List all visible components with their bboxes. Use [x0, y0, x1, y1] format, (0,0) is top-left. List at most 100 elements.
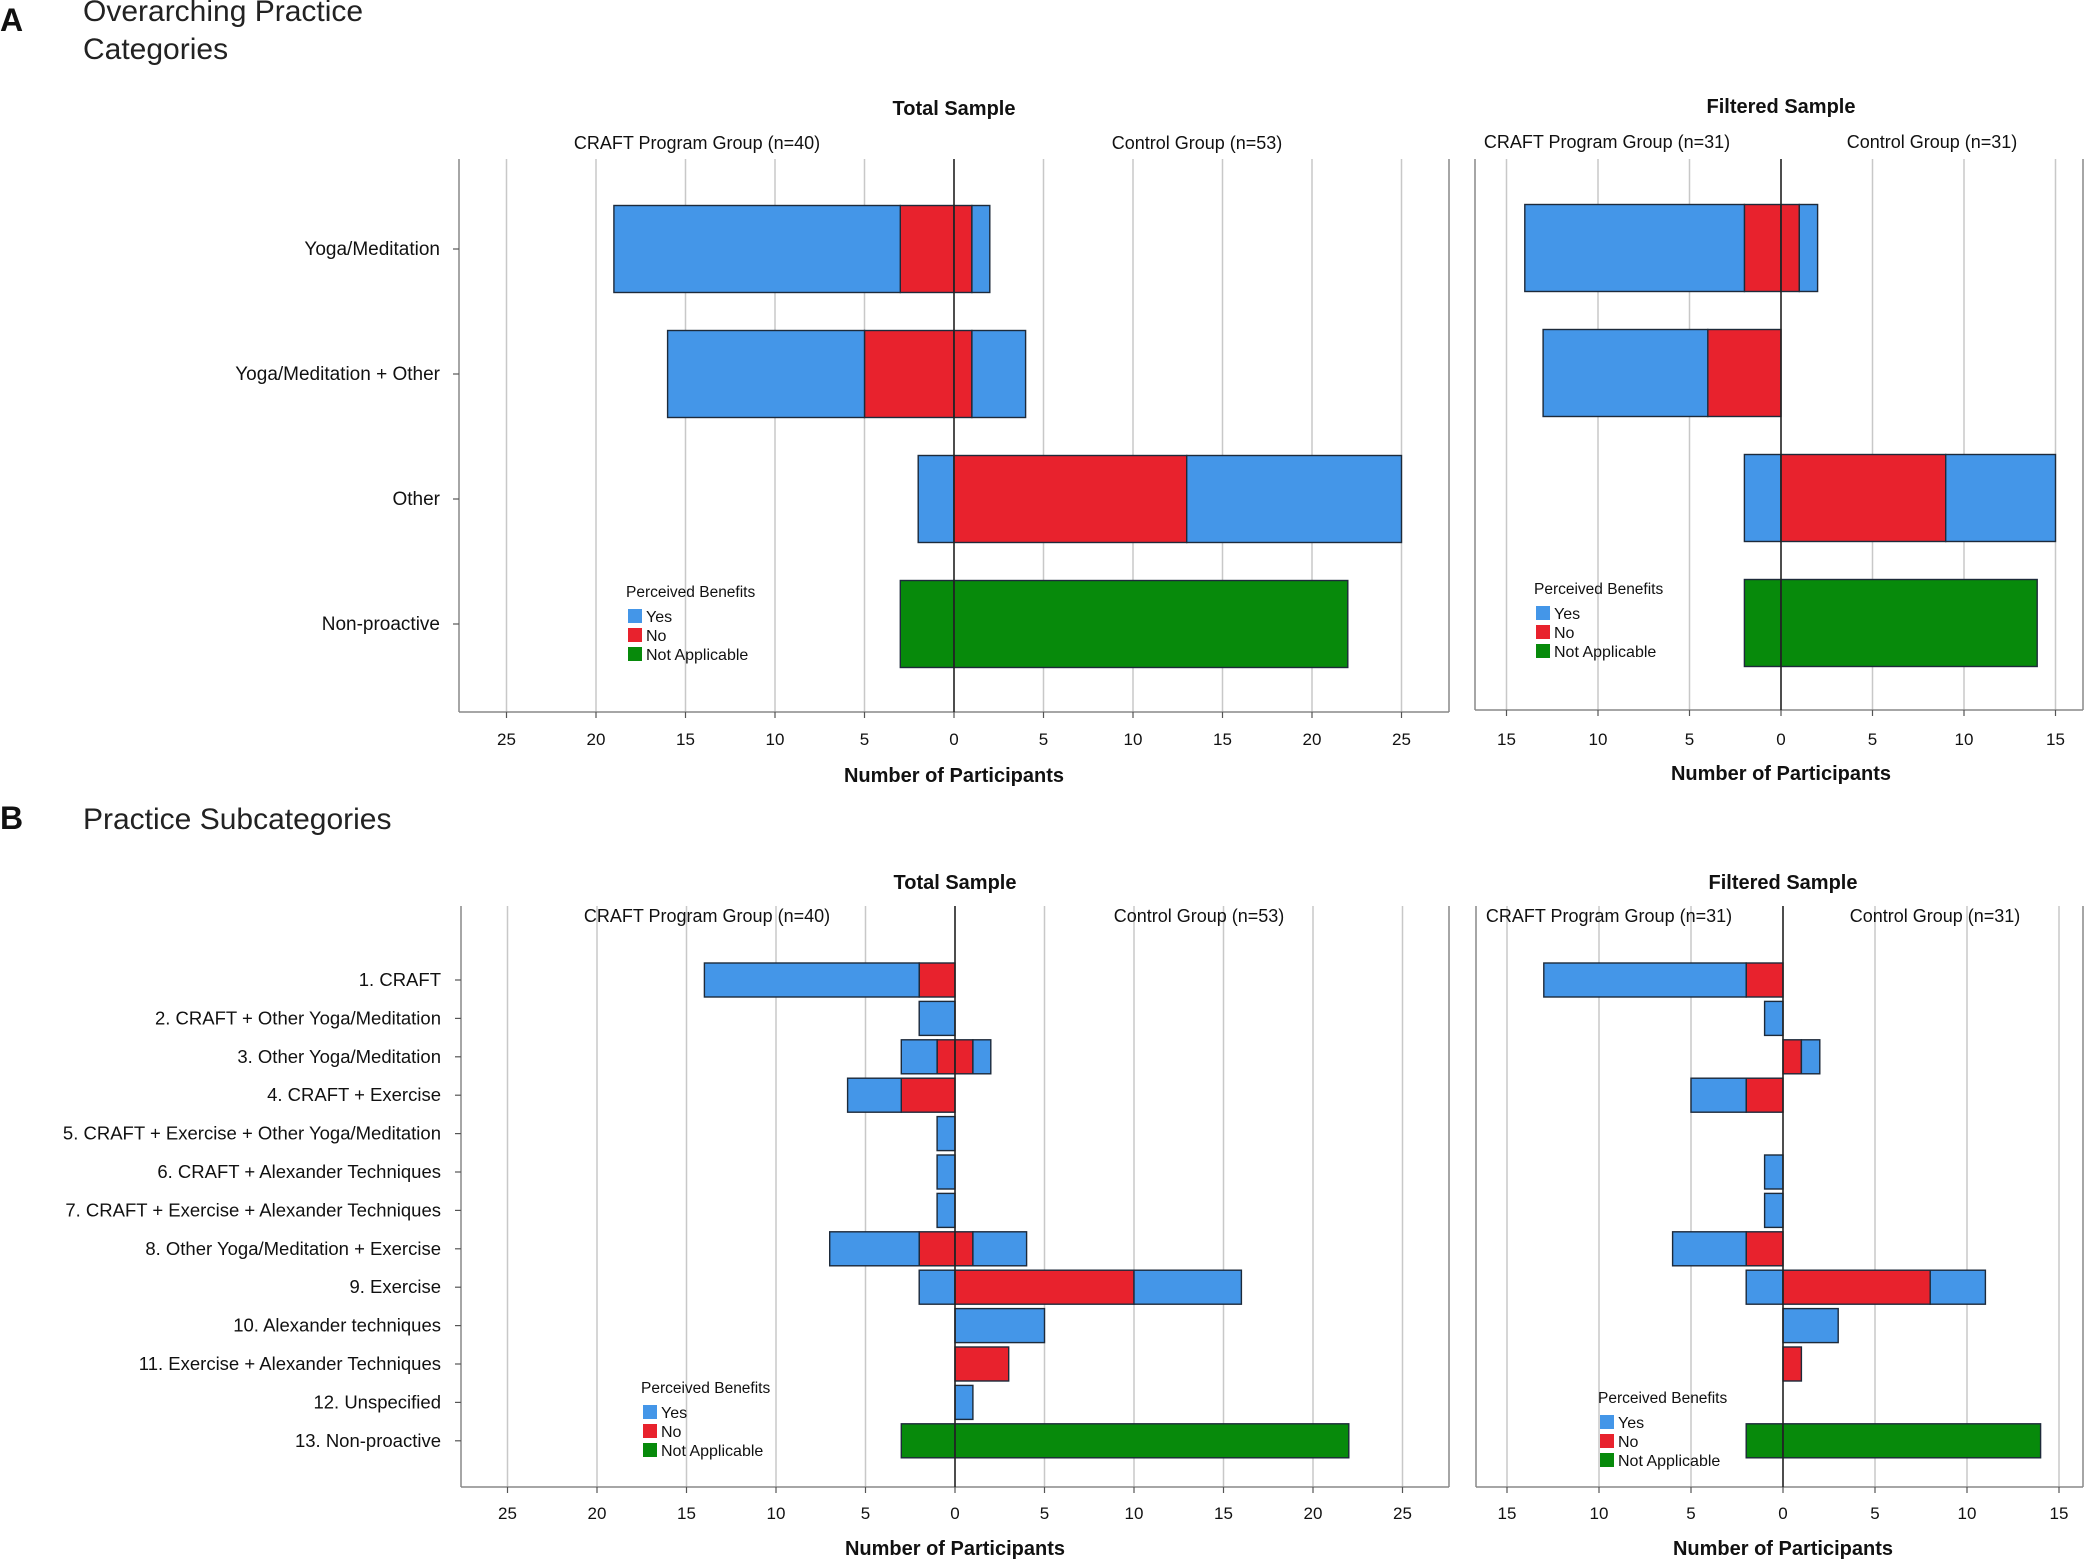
- x-tick-label: 10: [1955, 730, 1974, 749]
- x-axis-label: Number of Participants: [1671, 763, 1891, 785]
- x-axis-label: Number of Participants: [845, 1538, 1065, 1560]
- category-label: 13. Non-proactive: [295, 1430, 441, 1451]
- legend-swatch-no: [628, 628, 642, 642]
- legend-swatch-yes: [628, 609, 642, 623]
- legend-swatch-no: [1600, 1434, 1614, 1448]
- bar-craft-yes: [829, 1231, 920, 1267]
- panel-b-title: Practice Subcategories: [83, 803, 392, 836]
- category-label: 6. CRAFT + Alexander Techniques: [157, 1161, 441, 1182]
- x-tick-label: 0: [1778, 1504, 1787, 1523]
- chart-title: Total Sample: [893, 98, 1016, 120]
- bar-craft-yes: [703, 962, 920, 998]
- bar-craft-yes: [1743, 453, 1782, 543]
- legend-item-label: Not Applicable: [1618, 1453, 1720, 1470]
- chart-title: Total Sample: [894, 872, 1017, 894]
- bar-craft-yes: [918, 1269, 956, 1305]
- bar-control-yes: [972, 1231, 1028, 1267]
- legend-item-label: Not Applicable: [661, 1443, 763, 1460]
- legend-swatch-not-applicable: [1600, 1453, 1614, 1467]
- bar-control-no: [954, 1269, 1135, 1305]
- panel-a-title-line1: Overarching Practice: [83, 0, 364, 28]
- category-label: 8. Other Yoga/Meditation + Exercise: [145, 1238, 441, 1259]
- bar-craft-no: [1745, 1231, 1784, 1267]
- bar-control-no: [1782, 1346, 1803, 1382]
- legend-swatch-no: [1536, 625, 1550, 639]
- bar-craft-yes: [900, 1039, 938, 1075]
- legend-swatch-not-applicable: [628, 647, 642, 661]
- x-tick-label: 15: [1213, 730, 1232, 749]
- legend-swatch-not-applicable: [643, 1443, 657, 1457]
- bar-control-no: [954, 1039, 974, 1075]
- bar-craft-no: [1745, 1077, 1784, 1113]
- x-tick-label: 10: [1589, 730, 1608, 749]
- legend-item-label: Yes: [661, 1405, 687, 1422]
- x-tick-label: 15: [2050, 1504, 2069, 1523]
- category-label: Yoga/Meditation: [304, 239, 440, 260]
- bar-control-no: [953, 329, 973, 419]
- bar-craft-yes: [1763, 1154, 1784, 1190]
- legend-swatch-yes: [643, 1405, 657, 1419]
- bar-control-no: [1782, 1269, 1931, 1305]
- right-group-label: Control Group (n=31): [1850, 906, 2021, 926]
- legend-item-label: No: [661, 1424, 682, 1441]
- x-axis-label: Number of Participants: [844, 765, 1064, 787]
- bar-craft-no: [899, 204, 955, 294]
- x-axis-label: Number of Participants: [1673, 1538, 1893, 1560]
- x-tick-label: 5: [1868, 730, 1877, 749]
- bar-craft-yes: [1690, 1077, 1747, 1113]
- bar-craft-yes: [1671, 1231, 1747, 1267]
- x-tick-label: 5: [1040, 1504, 1049, 1523]
- x-tick-label: 5: [1686, 1504, 1695, 1523]
- x-tick-label: 20: [1304, 1504, 1323, 1523]
- bar-control-no: [953, 204, 973, 294]
- x-tick-label: 10: [1590, 1504, 1609, 1523]
- bar-craft-not-applicable: [899, 579, 955, 669]
- x-tick-label: 15: [2046, 730, 2065, 749]
- x-tick-label: 25: [497, 730, 516, 749]
- legend-title: Perceived Benefits: [1598, 1390, 1727, 1407]
- x-tick-label: 5: [1870, 1504, 1879, 1523]
- bar-control-not-applicable: [1780, 578, 2038, 668]
- x-tick-label: 20: [587, 730, 606, 749]
- bar-control-not-applicable: [953, 579, 1349, 669]
- x-tick-label: 0: [950, 1504, 959, 1523]
- x-tick-label: 10: [767, 1504, 786, 1523]
- panel-a-title-line2: Categories: [83, 33, 229, 66]
- bar-craft-no: [936, 1039, 956, 1075]
- category-label: 3. Other Yoga/Meditation: [237, 1046, 441, 1067]
- chart-title: Filtered Sample: [1707, 96, 1856, 118]
- bar-control-yes: [972, 1039, 992, 1075]
- x-tick-label: 15: [676, 730, 695, 749]
- panel-b-letter: B: [0, 800, 24, 836]
- bar-control-no: [954, 1231, 974, 1267]
- x-tick-label: 25: [1393, 1504, 1412, 1523]
- category-label: 12. Unspecified: [313, 1391, 441, 1412]
- bar-control-no: [1782, 1039, 1803, 1075]
- legend-item-label: No: [1618, 1434, 1639, 1451]
- bar-control-yes: [1185, 454, 1403, 544]
- bar-control-not-applicable: [954, 1423, 1350, 1459]
- x-tick-label: 20: [588, 1504, 607, 1523]
- bar-craft-yes: [1542, 328, 1709, 418]
- x-tick-label: 0: [949, 730, 958, 749]
- legend-item-label: Not Applicable: [646, 647, 748, 664]
- bar-craft-yes: [936, 1192, 956, 1229]
- x-tick-label: 15: [1214, 1504, 1233, 1523]
- left-group-label: CRAFT Program Group (n=40): [584, 906, 830, 926]
- category-label: 1. CRAFT: [359, 969, 441, 990]
- legend-item-label: Yes: [1618, 1415, 1644, 1432]
- legend-item-label: No: [1554, 625, 1575, 642]
- legend-title: Perceived Benefits: [1534, 581, 1663, 598]
- bar-control-no: [954, 1346, 1010, 1382]
- bar-craft-yes: [1745, 1269, 1784, 1305]
- bar-craft-yes: [917, 454, 955, 544]
- bar-craft-no: [863, 329, 955, 419]
- bar-control-no: [1780, 203, 1800, 293]
- category-label: 10. Alexander techniques: [233, 1315, 441, 1336]
- bar-craft-no: [918, 962, 956, 998]
- bar-craft-yes: [613, 204, 902, 294]
- category-label: 11. Exercise + Alexander Techniques: [139, 1353, 441, 1374]
- category-label: Non-proactive: [322, 614, 440, 635]
- bar-craft-yes: [1543, 962, 1747, 998]
